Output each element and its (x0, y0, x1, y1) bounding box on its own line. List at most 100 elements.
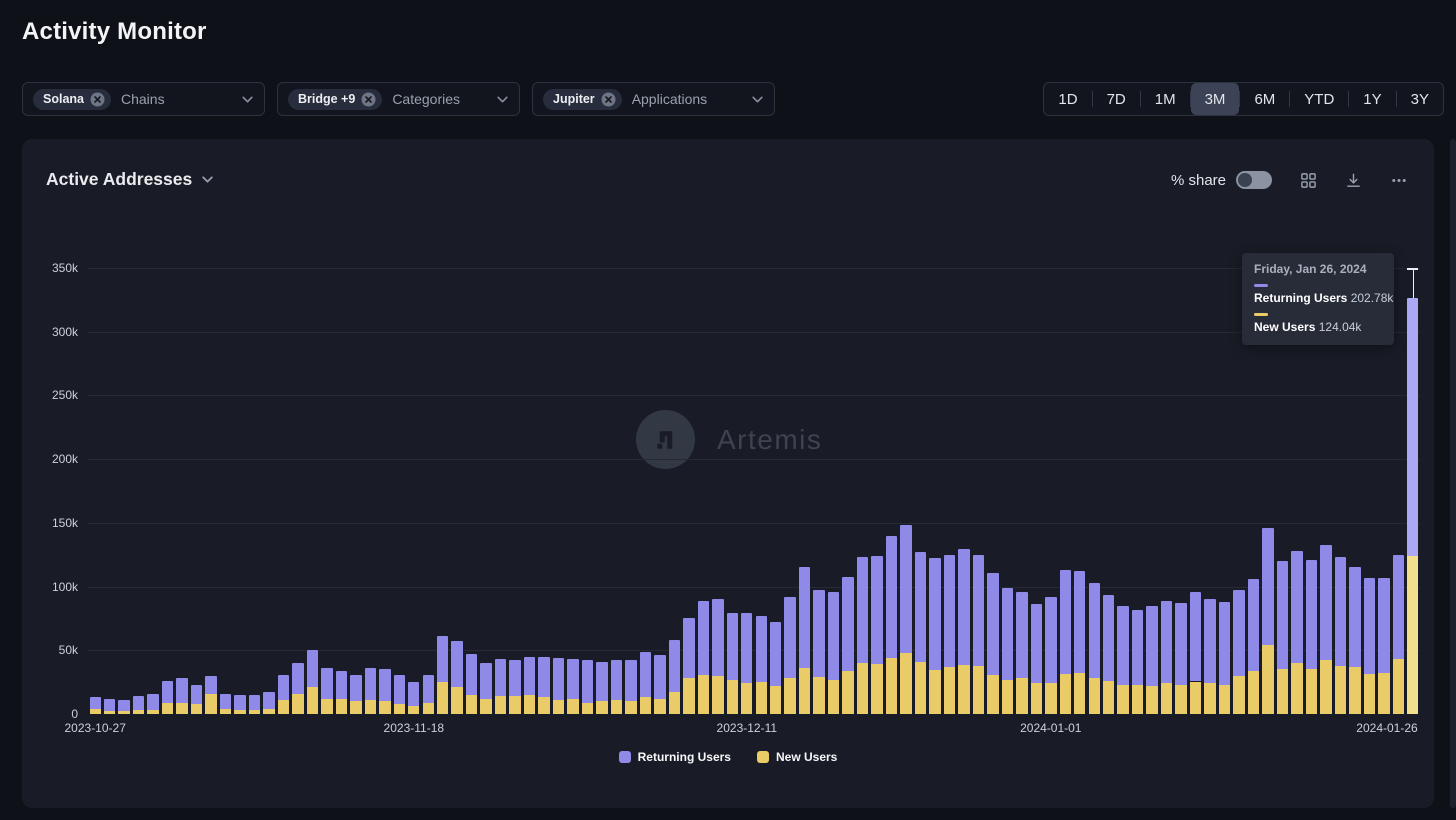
bar-returning-users[interactable] (741, 613, 753, 683)
download-icon[interactable] (1345, 172, 1362, 189)
bar-new-users[interactable] (1088, 678, 1100, 714)
bar-new-users[interactable] (1363, 673, 1376, 714)
bar-new-users[interactable] (321, 698, 333, 714)
bar-returning-users[interactable] (1160, 600, 1173, 684)
remove-filter-icon[interactable] (361, 92, 376, 107)
bar-new-users[interactable] (1204, 683, 1216, 714)
bar-new-users[interactable] (1146, 685, 1158, 714)
bar-returning-users[interactable] (885, 535, 898, 658)
bar-returning-users[interactable] (1001, 587, 1014, 680)
bar-returning-users[interactable] (436, 636, 449, 683)
bar-new-users[interactable] (364, 699, 377, 714)
bar-new-users[interactable] (972, 666, 985, 714)
filter-select-categories[interactable]: Bridge +9 Categories (277, 82, 520, 116)
bar-returning-users[interactable] (668, 640, 681, 693)
bar-new-users[interactable] (1175, 684, 1187, 714)
bar-returning-users[interactable] (1146, 606, 1158, 686)
bar-new-users[interactable] (132, 710, 145, 714)
bar-returning-users[interactable] (755, 615, 767, 683)
bar-returning-users[interactable] (1363, 577, 1376, 674)
bar-returning-users[interactable] (1378, 577, 1390, 674)
bar-returning-users[interactable] (1320, 544, 1332, 661)
bar-returning-users[interactable] (1233, 590, 1245, 676)
bar-returning-users[interactable] (697, 600, 710, 676)
bar-new-users[interactable] (639, 697, 652, 714)
bar-new-users[interactable] (726, 680, 738, 714)
bar-new-users[interactable] (1262, 645, 1274, 714)
bar-new-users[interactable] (1407, 555, 1419, 714)
bar-returning-users[interactable] (1407, 297, 1419, 556)
remove-filter-icon[interactable] (601, 92, 616, 107)
bar-returning-users[interactable] (1291, 550, 1303, 663)
more-options-icon[interactable] (1390, 172, 1408, 189)
bar-new-users[interactable] (234, 710, 246, 714)
bar-returning-users[interactable] (523, 656, 536, 695)
bar-returning-users[interactable] (856, 557, 869, 664)
bar-returning-users[interactable] (364, 668, 377, 700)
bar-returning-users[interactable] (914, 551, 927, 662)
bar-new-users[interactable] (856, 663, 869, 714)
filter-select-chains[interactable]: Solana Chains (22, 82, 265, 116)
bar-new-users[interactable] (871, 664, 883, 714)
bar-returning-users[interactable] (1392, 554, 1404, 659)
bar-returning-users[interactable] (813, 590, 825, 678)
bar-new-users[interactable] (436, 682, 449, 714)
bar-new-users[interactable] (379, 701, 391, 714)
bar-returning-users[interactable] (118, 699, 130, 712)
share-toggle[interactable] (1236, 171, 1272, 189)
timerange-button-3y[interactable]: 3Y (1410, 90, 1429, 108)
bar-returning-users[interactable] (103, 698, 116, 711)
bar-new-users[interactable] (900, 653, 912, 714)
bar-returning-users[interactable] (987, 572, 999, 676)
scrollbar-track[interactable] (1450, 139, 1456, 808)
bar-new-users[interactable] (1117, 685, 1129, 714)
bar-returning-users[interactable] (190, 684, 203, 704)
bar-new-users[interactable] (943, 667, 956, 714)
bar-returning-users[interactable] (1247, 578, 1260, 671)
bar-returning-users[interactable] (176, 678, 188, 704)
bar-returning-users[interactable] (248, 694, 261, 710)
bar-returning-users[interactable] (263, 692, 275, 709)
bar-new-users[interactable] (118, 711, 130, 714)
bar-returning-users[interactable] (900, 524, 912, 654)
bar-returning-users[interactable] (234, 694, 246, 711)
bar-returning-users[interactable] (769, 622, 782, 686)
bar-returning-users[interactable] (929, 557, 941, 671)
bar-returning-users[interactable] (943, 554, 956, 668)
bar-new-users[interactable] (1016, 678, 1028, 714)
bar-returning-users[interactable] (494, 658, 507, 697)
bar-returning-users[interactable] (147, 693, 159, 711)
bar-new-users[interactable] (552, 699, 565, 714)
bar-new-users[interactable] (596, 701, 608, 714)
bar-new-users[interactable] (1233, 675, 1245, 714)
bar-new-users[interactable] (1305, 669, 1318, 714)
bar-new-users[interactable] (610, 699, 623, 714)
bar-new-users[interactable] (1334, 666, 1347, 714)
bar-new-users[interactable] (914, 661, 927, 714)
timerange-button-1m[interactable]: 1M (1154, 90, 1176, 108)
bar-new-users[interactable] (523, 694, 536, 714)
bar-new-users[interactable] (176, 703, 188, 714)
bar-new-users[interactable] (306, 687, 319, 714)
bar-returning-users[interactable] (509, 660, 521, 697)
bar-new-users[interactable] (1378, 673, 1390, 714)
remove-filter-icon[interactable] (90, 92, 105, 107)
timerange-button-1d[interactable]: 1D (1058, 90, 1078, 108)
bar-returning-users[interactable] (1204, 598, 1216, 684)
bar-returning-users[interactable] (798, 567, 811, 669)
bar-returning-users[interactable] (972, 554, 985, 667)
bar-returning-users[interactable] (1045, 596, 1057, 683)
bar-returning-users[interactable] (596, 661, 608, 702)
grid-view-icon[interactable] (1300, 172, 1317, 189)
bar-new-users[interactable] (1045, 682, 1057, 714)
bar-new-users[interactable] (1291, 663, 1303, 714)
bar-new-users[interactable] (683, 678, 695, 714)
bar-returning-users[interactable] (827, 591, 840, 680)
bar-new-users[interactable] (161, 702, 174, 714)
bar-returning-users[interactable] (480, 663, 492, 700)
bar-new-users[interactable] (581, 702, 594, 714)
bar-returning-users[interactable] (871, 555, 883, 665)
legend-item-new-users[interactable]: New Users (756, 750, 837, 764)
bar-returning-users[interactable] (1030, 603, 1043, 684)
bar-new-users[interactable] (103, 710, 116, 714)
